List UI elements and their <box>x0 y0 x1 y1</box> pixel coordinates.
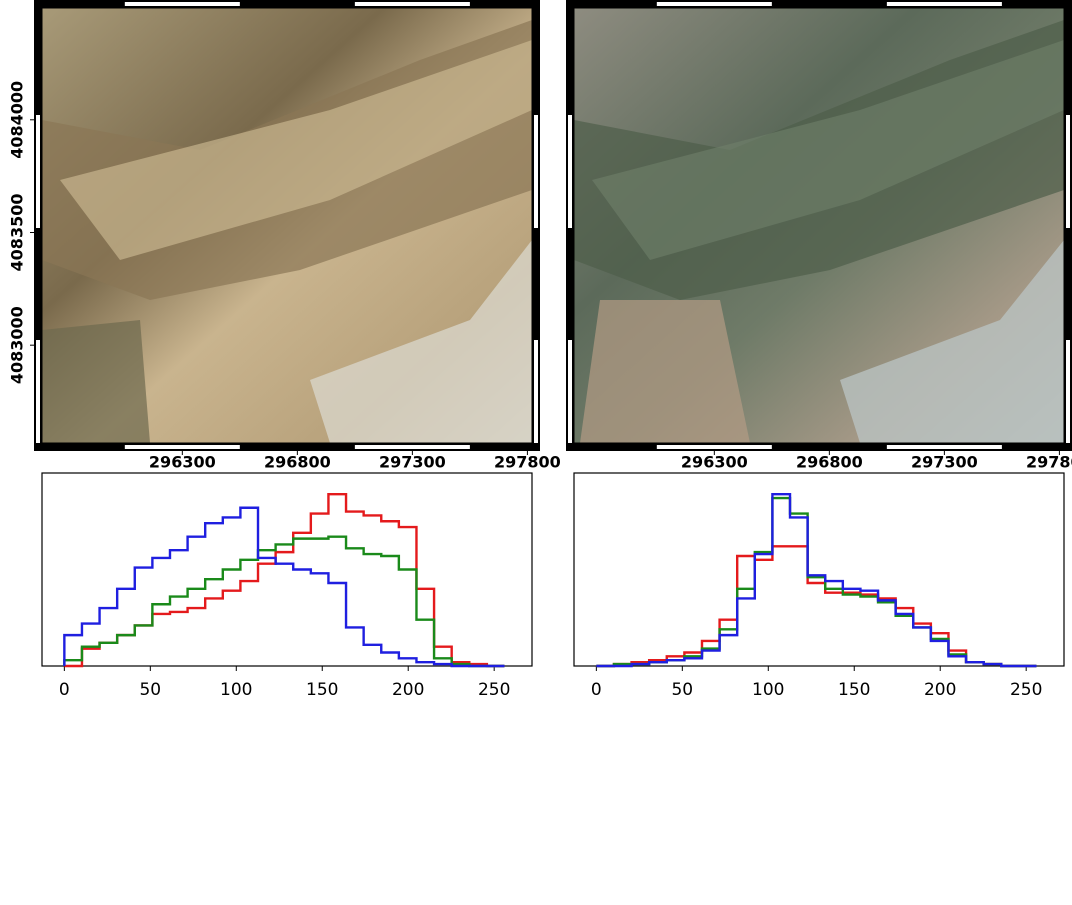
x-tick-label: 0 <box>59 680 70 700</box>
x-tick-label: 296800 <box>796 453 863 472</box>
x-tick-label: 297300 <box>379 453 446 472</box>
x-tick-label: 150 <box>306 680 338 700</box>
frame-segment <box>355 2 470 6</box>
x-tick-label: 297300 <box>911 453 978 472</box>
frame-segment <box>36 340 40 443</box>
frame-segment <box>36 115 40 228</box>
frame-segment <box>125 2 240 6</box>
plot-frame <box>42 473 532 666</box>
frame-segment <box>887 2 1002 6</box>
x-tick-label: 150 <box>838 680 870 700</box>
frame-segment <box>887 445 1002 449</box>
y-tick-label: 4083000 <box>8 306 27 384</box>
x-tick-label: 50 <box>139 680 161 700</box>
x-tick-label: 100 <box>220 680 252 700</box>
plot-frame <box>574 473 1064 666</box>
frame-segment <box>1066 115 1070 228</box>
frame-segment <box>355 445 470 449</box>
x-tick-label: 297800 <box>494 453 561 472</box>
x-tick-label: 296300 <box>681 453 748 472</box>
y-tick-label: 4084000 <box>8 81 27 159</box>
x-tick-label: 200 <box>392 680 424 700</box>
frame-segment <box>657 2 772 6</box>
x-tick-label: 296800 <box>264 453 331 472</box>
frame-segment <box>568 340 572 443</box>
x-tick-label: 100 <box>752 680 784 700</box>
y-tick-label: 4083500 <box>8 194 27 272</box>
frame-segment <box>534 115 538 228</box>
x-tick-label: 297800 <box>1026 453 1072 472</box>
frame-segment <box>1066 340 1070 443</box>
frame-segment <box>534 340 538 443</box>
aerial-photo <box>42 8 532 443</box>
x-tick-label: 50 <box>671 680 693 700</box>
x-tick-label: 250 <box>478 680 510 700</box>
aerial-photo <box>574 8 1064 443</box>
frame-segment <box>657 445 772 449</box>
frame-segment <box>568 115 572 228</box>
x-tick-label: 250 <box>1010 680 1042 700</box>
page: {"chart_data": [ {"type": "map", "xlim":… <box>0 0 1072 905</box>
frame-segment <box>125 445 240 449</box>
x-tick-label: 296300 <box>149 453 216 472</box>
figure: 296300 296800 297300 297800 4083000 4083500 40… <box>0 0 1072 905</box>
x-tick-label: 200 <box>924 680 956 700</box>
x-tick-label: 0 <box>591 680 602 700</box>
